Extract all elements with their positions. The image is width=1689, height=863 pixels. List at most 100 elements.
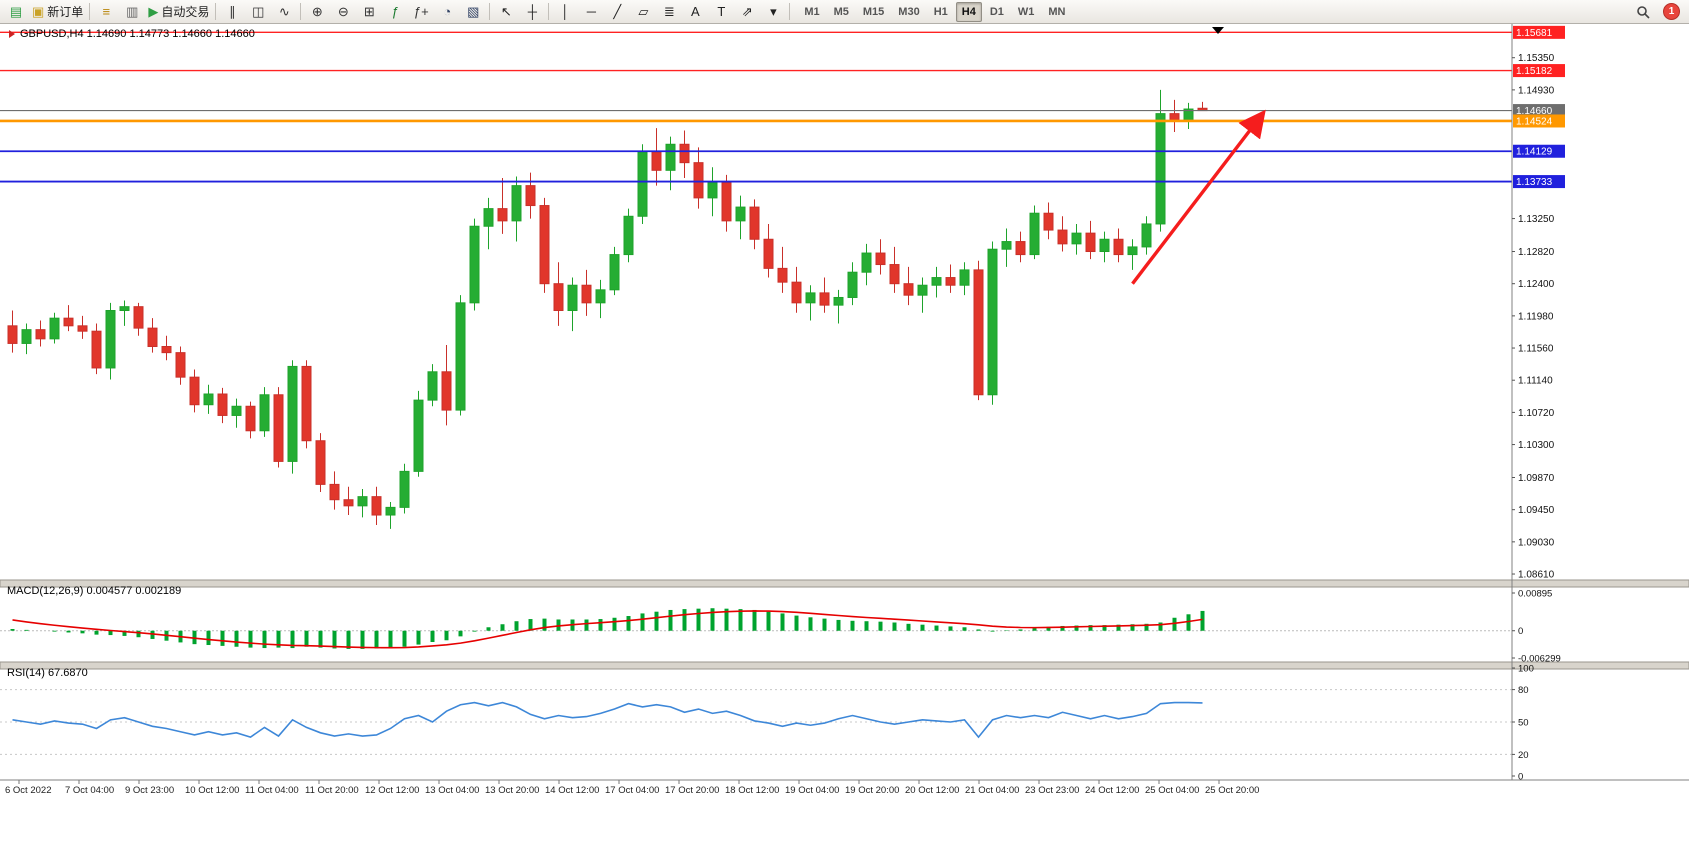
timeframe-m5-button[interactable]: M5 (833, 5, 849, 18)
bearish-candle-body (245, 405, 256, 432)
notification-badge[interactable]: 1 (1663, 3, 1680, 20)
channel-button[interactable]: ▱ (630, 1, 656, 23)
bullish-candle-body (931, 277, 942, 286)
time-scale[interactable]: 6 Oct 2022 7 Oct 04:00 9 Oct 23:00 10 Oct 1… (5, 780, 1259, 796)
panel-splitter[interactable] (0, 579, 1689, 588)
arrows-dropdown-icon: ▾ (770, 4, 777, 19)
bearish-candle-body (161, 346, 172, 354)
bullish-candle-body (49, 317, 60, 340)
data-window-icon: ▥ (126, 4, 139, 19)
bullish-candle-body (847, 271, 858, 298)
bullish-candle-body (427, 371, 438, 401)
bullish-candle-body (413, 399, 424, 472)
trend-arrow-annotation[interactable] (1131, 109, 1266, 285)
rsi-scale-label: 50 (1518, 718, 1529, 729)
toolbar-separator (789, 3, 791, 20)
time-axis-label: 9 Oct 23:00 (125, 785, 174, 796)
price-tag-label: 1.15182 (1516, 66, 1553, 77)
toolbar-separator (489, 3, 491, 20)
zoom-out-icon: ⊖ (337, 4, 349, 19)
bearish-candle-body (133, 306, 144, 329)
bearish-candle-body (945, 277, 956, 286)
time-axis-label: 13 Oct 20:00 (485, 785, 539, 796)
bullish-candle-body (1001, 241, 1012, 250)
trendline-icon: ╱ (613, 4, 622, 19)
bearish-candle-body (903, 283, 914, 296)
symbol-marker-icon (9, 30, 15, 38)
timeframe-m30-button[interactable]: M30 (898, 5, 920, 18)
time-axis-label: 20 Oct 12:00 (905, 785, 959, 796)
search-button[interactable] (1630, 1, 1656, 23)
bullish-candle-body (595, 289, 606, 304)
data-window-button[interactable]: ▥ (119, 1, 145, 23)
bullish-candle-body (119, 306, 130, 312)
zoom-in-button[interactable]: ⊕ (304, 1, 330, 23)
period-icon: ◔ (443, 4, 452, 19)
chart-shift-marker-icon[interactable] (1212, 27, 1224, 34)
price-tag-label: 1.15681 (1516, 28, 1553, 39)
bullish-candle-body (469, 225, 480, 304)
add-indicator-button[interactable]: ƒ+ (408, 1, 434, 23)
bar-chart-type-icon: ∥ (229, 4, 236, 19)
bullish-candle-body (987, 248, 998, 396)
auto-trading-button[interactable]: ▶ 自动交易 (145, 1, 212, 23)
timeframe-h1-button[interactable]: H1 (933, 5, 948, 18)
bullish-candle-body (1029, 212, 1040, 256)
bearish-candle-body (679, 143, 690, 164)
toolbar-separator (89, 3, 91, 20)
bearish-candle-body (1057, 229, 1068, 245)
text-button[interactable]: A (682, 1, 708, 23)
trendline-button[interactable]: ╱ (604, 1, 630, 23)
line-chart-type-button[interactable]: ∿ (271, 1, 297, 23)
crosshair-button[interactable]: ┼ (519, 1, 545, 23)
rsi-scale-label: 100 (1518, 664, 1534, 675)
bar-chart-type-button[interactable]: ∥ (219, 1, 245, 23)
price-tag (1513, 144, 1565, 158)
timeframe-d1-button[interactable]: D1 (989, 5, 1004, 18)
time-axis-label: 19 Oct 04:00 (785, 785, 839, 796)
timeframe-w1-button[interactable]: W1 (1017, 5, 1035, 18)
vertical-line-button[interactable]: │ (552, 1, 578, 23)
price-tag (1513, 114, 1565, 128)
bearish-candle-body (497, 208, 508, 222)
bearish-candle-body (693, 162, 704, 199)
price-scale-label: 1.09450 (1518, 505, 1555, 516)
price-scale-label: 1.15350 (1518, 53, 1555, 64)
chart-ohlc-text: GBPUSD,H4 1.14690 1.14773 1.14660 1.1466… (20, 28, 255, 40)
search-icon (1637, 5, 1650, 19)
horizontal-line-button[interactable]: ─ (578, 1, 604, 23)
tile-windows-button[interactable]: ⊞ (356, 1, 382, 23)
bullish-candle-body (917, 284, 928, 296)
timeframe-m15-button[interactable]: M15 (862, 5, 885, 18)
candlestick-series (7, 89, 1208, 529)
label-button[interactable]: T (708, 1, 734, 23)
price-tag-label: 1.14129 (1516, 147, 1553, 158)
market-watch-icon: ≡ (102, 4, 111, 19)
price-scale-label: 1.10300 (1518, 440, 1555, 451)
timeframe-mn-button[interactable]: MN (1048, 5, 1066, 18)
timeframe-m1-button[interactable]: M1 (804, 5, 820, 18)
panel-splitter[interactable] (0, 661, 1689, 670)
timeframe-h4-button[interactable]: H4 (955, 1, 982, 22)
fibonacci-button[interactable]: ≣ (656, 1, 682, 23)
period-button[interactable]: ◔ (434, 1, 460, 23)
bearish-candle-body (7, 325, 18, 344)
candlestick-type-button[interactable]: ◫ (245, 1, 271, 23)
bearish-candle-body (1085, 232, 1096, 253)
cursor-button[interactable]: ↖ (493, 1, 519, 23)
horizontal-lines (0, 31, 1512, 183)
market-watch-button[interactable]: ≡ (93, 1, 119, 23)
indicators-button[interactable]: ƒ (382, 1, 408, 23)
time-axis-label: 24 Oct 12:00 (1085, 785, 1139, 796)
new-order-button[interactable]: ▣ 新订单 (29, 1, 86, 23)
price-scale[interactable]: 1.15350 1.14930 1.13250 1.12820 1.12400 1.119… (1512, 25, 1565, 581)
template-button[interactable]: ▧ (460, 1, 486, 23)
time-axis-label: 13 Oct 04:00 (425, 785, 479, 796)
arrows-button[interactable]: ⇗ (734, 1, 760, 23)
arrows-dropdown[interactable]: ▾ (760, 1, 786, 23)
new-chart-button[interactable]: ▤ (3, 1, 29, 23)
zoom-out-button[interactable]: ⊖ (330, 1, 356, 23)
time-axis-label: 17 Oct 04:00 (605, 785, 659, 796)
price-tag-label: 1.14524 (1516, 116, 1553, 127)
